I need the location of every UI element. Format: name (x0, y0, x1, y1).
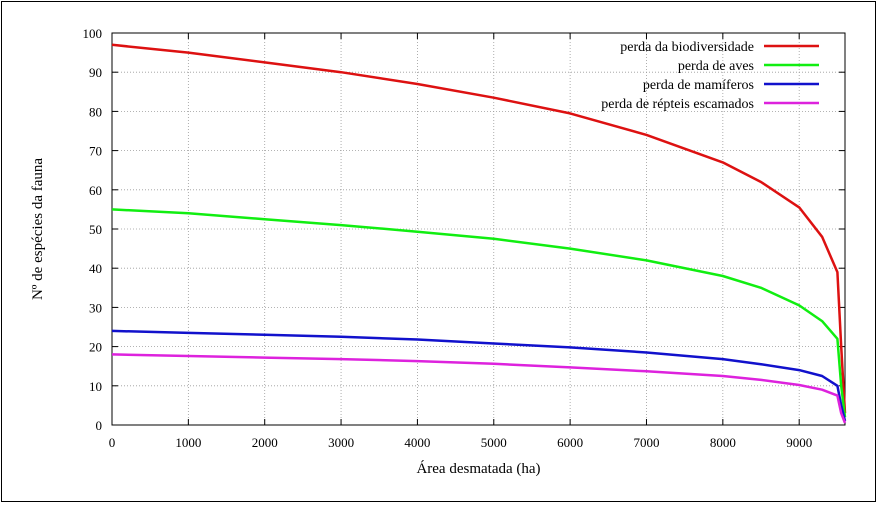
y-tick-label: 50 (89, 222, 102, 237)
x-tick-label: 6000 (557, 435, 583, 450)
y-tick-label: 100 (83, 26, 103, 41)
x-axis-title: Área desmatada (ha) (416, 460, 540, 477)
x-tick-label: 5000 (481, 435, 507, 450)
y-tick-label: 30 (89, 300, 102, 315)
y-tick-label: 10 (89, 379, 102, 394)
y-tick-label: 60 (89, 183, 102, 198)
x-tick-label: 1000 (175, 435, 201, 450)
series-line-3 (111, 329, 847, 422)
legend: perda da biodiversidade perda de aves perd… (601, 40, 819, 112)
x-tick-label: 2000 (252, 435, 278, 450)
legend-label: perda de mamíferos (643, 78, 754, 93)
series-line-2 (111, 208, 847, 418)
x-tick-label: 8000 (710, 435, 736, 450)
series-line-1 (111, 43, 847, 414)
grid (112, 33, 845, 425)
legend-label: perda da biodiversidade (620, 40, 754, 55)
series-lines (111, 43, 847, 424)
y-tick-label: 40 (89, 261, 102, 276)
legend-label: perda de répteis escamados (601, 97, 754, 112)
legend-label: perda de aves (678, 59, 754, 74)
y-axis-title: Nº de espécies da fauna (30, 158, 46, 300)
x-tick-label: 4000 (404, 435, 430, 450)
x-tick-label: 9000 (786, 435, 812, 450)
y-tick-label: 80 (89, 104, 102, 119)
x-tick-label: 7000 (633, 435, 659, 450)
y-tick-label: 70 (89, 144, 102, 159)
y-tick-label: 0 (96, 418, 103, 433)
x-tick-label: 3000 (328, 435, 354, 450)
x-tick-label: 0 (109, 435, 116, 450)
y-tick-label: 90 (89, 65, 102, 80)
series-line-4 (111, 353, 847, 424)
y-tick-label: 20 (89, 340, 102, 355)
